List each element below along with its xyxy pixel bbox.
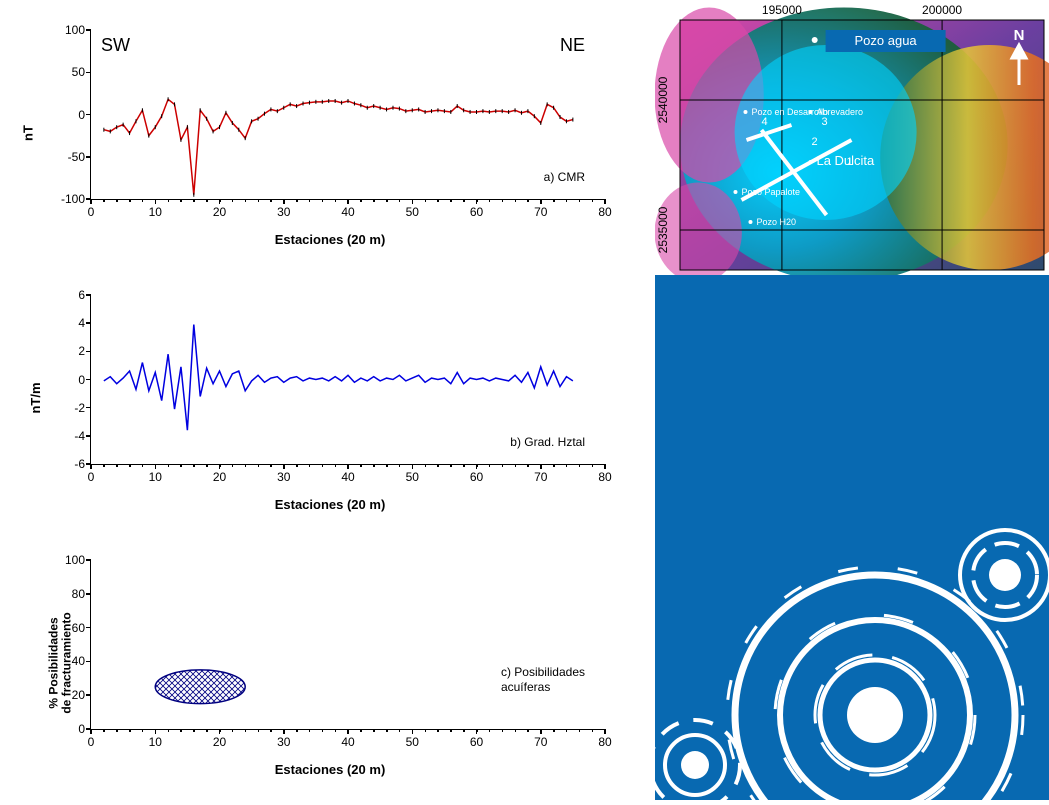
x-axis-label: Estaciones (20 m) [275,762,386,777]
chart-b-svg [91,295,605,464]
svg-text:2535000: 2535000 [656,206,670,253]
svg-text:195000: 195000 [762,3,802,17]
svg-text:2: 2 [811,136,817,148]
y-axis-label: % Posibilidades de fracturamiento [47,612,73,713]
svg-text:2540000: 2540000 [656,76,670,123]
ylabel-line1: % Posibilidades [46,617,60,708]
svg-text:200000: 200000 [922,3,962,17]
chart-c-svg [91,560,605,729]
y-axis-label: nT/m [28,382,43,413]
blue-decor-area [655,275,1049,800]
ripple-svg [655,275,1049,800]
x-axis-label: Estaciones (20 m) [275,497,386,512]
charts-panel: nT Estaciones (20 m) SW NE a) CMR -100-5… [0,0,655,800]
plot-area-c: c) Posibilidades acuíferas 0204060801000… [90,560,605,730]
chart-cmr: nT Estaciones (20 m) SW NE a) CMR -100-5… [45,20,615,245]
plot-area-a: SW NE a) CMR -100-5005010001020304050607… [90,30,605,200]
svg-text:La Dulcita: La Dulcita [816,153,875,168]
chart-posibilidades: % Posibilidades de fracturamiento Estaci… [45,550,615,775]
svg-text:Pozo H20: Pozo H20 [756,217,796,227]
plot-area-b: b) Grad. Hztal -6-4-20246010203040506070… [90,295,605,465]
svg-text:3: 3 [821,116,827,128]
y-axis-label: nT [20,125,35,141]
map-svg: 19500020000025400002535000Pozo aguaN1234… [655,0,1049,275]
right-panel: 19500020000025400002535000Pozo aguaN1234… [655,0,1049,800]
map-area: 19500020000025400002535000Pozo aguaN1234… [655,0,1049,275]
x-axis-label: Estaciones (20 m) [275,232,386,247]
svg-text:N: N [1014,27,1025,44]
chart-a-svg [91,30,605,199]
svg-text:Pozo agua: Pozo agua [855,33,918,48]
svg-text:Pozo Papalote: Pozo Papalote [741,187,800,197]
svg-text:Abrevadero: Abrevadero [816,107,863,117]
chart-grad: nT/m Estaciones (20 m) b) Grad. Hztal -6… [45,285,615,510]
svg-text:4: 4 [761,116,767,128]
